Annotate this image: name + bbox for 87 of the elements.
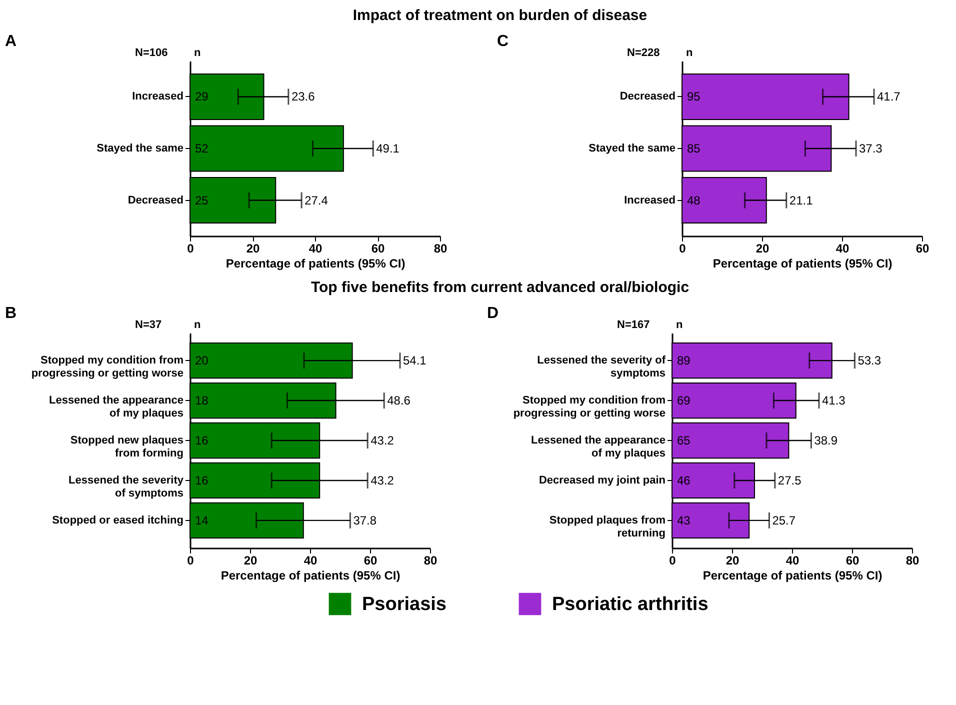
x-tick-label: 0: [669, 554, 676, 568]
text: Top five benefits from current advanced oral/biologic: [310, 279, 690, 296]
data-label: 23.6: [291, 90, 316, 104]
x-tick-label: 60: [916, 242, 930, 256]
x-tick-label: 20: [756, 242, 770, 256]
annotation: 16: [195, 434, 209, 448]
x-tick-label: 60: [364, 554, 378, 568]
x-tick-label: 80: [906, 554, 920, 568]
text: Impact of treatment on burden of disease: [352, 7, 648, 24]
x-tick-label: 40: [308, 242, 322, 256]
data-label: 53.3: [858, 354, 882, 368]
data-label: 25.7: [772, 513, 796, 528]
y-tick-label: Decreased: [620, 90, 676, 103]
x-tick-label: 40: [304, 554, 318, 568]
x-tick-label: 60: [846, 554, 860, 568]
y-tick-label: Stopped or eased itching: [52, 514, 184, 526]
annotation: 48.6: [387, 394, 411, 408]
y-tick-label: Decreased my joint pain: [538, 474, 666, 486]
data-label: 41.3: [822, 394, 846, 408]
x-tick-label: 20: [726, 554, 740, 568]
y-tick-label: Lessened the appearance of my plaques: [48, 394, 184, 420]
annotation: 29: [195, 90, 209, 104]
data-label: 21.1: [789, 193, 814, 208]
text: N=228: [627, 47, 660, 59]
annotation: 43.2: [370, 473, 394, 488]
text: A: [5, 33, 17, 50]
y-tick-label: Stopped new plaques from forming: [70, 434, 184, 460]
x-tick-label: 40: [836, 242, 850, 256]
text: N=167: [617, 319, 650, 331]
x-tick-label: 20: [246, 242, 260, 256]
annotation: 18: [195, 394, 209, 408]
annotation: 14: [195, 513, 209, 528]
annotation: 48: [687, 193, 701, 208]
y-tick-label: Lessened the appearance of my plaques: [530, 434, 666, 460]
x-axis-title: Percentage of patients (95% CI): [226, 256, 406, 270]
x-axis-title: Percentage of patients (95% CI): [712, 256, 892, 270]
x-tick-label: 0: [679, 242, 686, 256]
annotation: 65: [677, 434, 691, 448]
x-tick-label: 20: [244, 554, 258, 568]
annotation: 43.2: [370, 434, 394, 448]
x-tick-label: 60: [371, 242, 385, 256]
text: n: [194, 47, 201, 59]
text: n: [686, 47, 693, 59]
y-tick-label: Increased: [132, 90, 184, 103]
annotation: 25: [195, 193, 209, 208]
y-tick-label: Decreased: [128, 194, 184, 206]
text: N=106: [135, 47, 168, 59]
data-label: 38.9: [814, 434, 838, 448]
text: D: [487, 305, 499, 322]
annotation: 54.1: [403, 354, 427, 368]
x-axis-title: Percentage of patients (95% CI): [702, 568, 882, 582]
annotation: 69: [677, 394, 691, 408]
x-tick-label: 80: [424, 554, 438, 568]
text: n: [194, 319, 201, 331]
text: B: [5, 305, 17, 322]
annotation: 20: [195, 354, 209, 368]
legend-label: Psoriasis: [362, 594, 446, 615]
annotation: 46: [677, 473, 691, 488]
y-tick-label: Lessened the severity of symptoms: [537, 354, 666, 380]
data-label: 41.7: [877, 90, 901, 104]
y-tick-label: Lessened the severity of symptoms: [68, 474, 184, 500]
x-tick-label: 80: [434, 242, 448, 256]
x-axis-title: Percentage of patients (95% CI): [220, 568, 400, 582]
data-label: 27.5: [778, 473, 802, 488]
y-tick-label: Stopped my condition from progressing or getting worse: [31, 354, 184, 380]
annotation: 85: [687, 142, 701, 156]
annotation: 52: [195, 142, 209, 156]
y-tick-label: Stopped plaques from returning: [549, 514, 666, 540]
y-tick-label: Stayed the same: [96, 142, 184, 154]
y-tick-label: Increased: [624, 194, 676, 206]
annotation: 89: [677, 354, 691, 368]
annotation: 37.8: [353, 513, 377, 528]
legend-label: Psoriatic arthritis: [552, 594, 708, 615]
y-tick-label: Stopped my condition from progressing or getting worse: [513, 394, 666, 420]
text: C: [497, 33, 509, 50]
y-tick-label: Stayed the same: [588, 142, 676, 154]
x-tick-label: 0: [187, 242, 194, 256]
data-label: 37.3: [859, 142, 883, 156]
data-label: 27.4: [304, 193, 328, 208]
x-tick-label: 0: [187, 554, 194, 568]
annotation: 95: [687, 90, 701, 104]
data-label: 49.1: [376, 142, 400, 156]
annotation: 43: [677, 513, 691, 528]
text: n: [676, 319, 683, 331]
text: N=37: [135, 319, 162, 331]
x-tick-label: 40: [786, 554, 800, 568]
annotation: 16: [195, 473, 209, 488]
